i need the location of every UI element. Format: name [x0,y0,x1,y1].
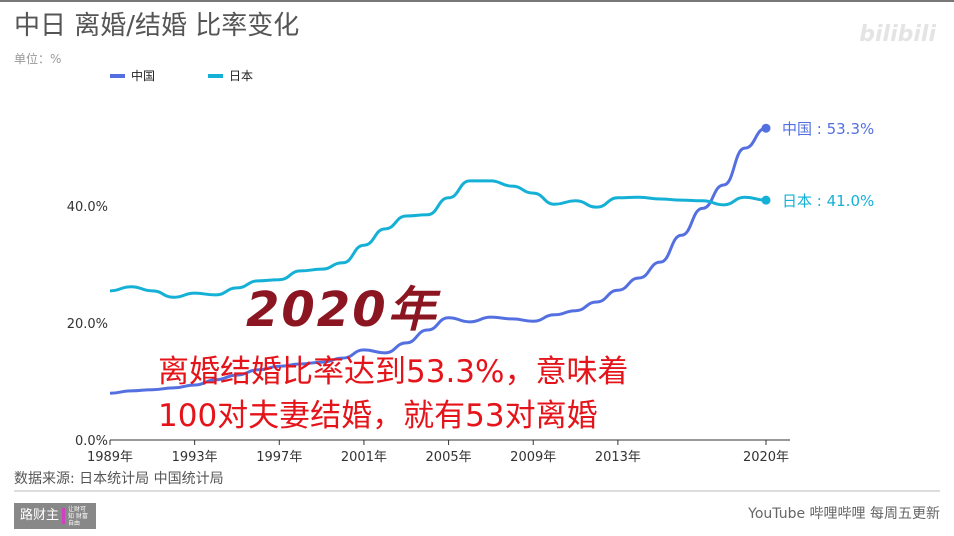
overlay-year: 2020年 [246,282,438,338]
overlay-line-2: 100对夫妻结婚，就有53对离婚 [158,398,598,434]
data-source: 数据来源: 日本统计局 中国统计局 [14,471,224,487]
y-tick-label: 0.0% [75,434,108,449]
unit-label: 单位：% [14,52,62,66]
legend-swatch [110,74,125,78]
x-tick-label: 1997年 [256,450,302,465]
divider [14,490,940,492]
page-title: 中日 离婚/结婚 比率变化 [14,11,300,41]
logo-slogan: 让财可知 财富自由 [68,505,88,527]
legend-label: 中国 [131,69,156,83]
bilibili-watermark: bilibili [859,22,936,47]
x-tick-label: 1989年 [87,450,133,465]
x-tick-label: 2009年 [510,450,556,465]
y-tick-label: 20.0% [67,317,108,332]
x-tick-label: 2020年 [743,450,789,465]
legend-japan[interactable]: 日本 [208,69,253,83]
logo-text: 路财主 [20,508,60,523]
series-line-japan [109,179,767,299]
top-border [0,0,954,2]
overlay-line-1: 离婚结婚比率达到53.3%，意味着 [158,354,629,390]
y-tick-label: 40.0% [67,200,108,215]
x-tick-label: 2001年 [341,450,387,465]
x-tick-label: 2005年 [426,450,472,465]
end-label: 中国 : 53.3% [782,120,874,138]
x-tick-label: 1993年 [172,450,218,465]
legend-china[interactable]: 中国 [110,69,155,83]
legend-label: 日本 [229,69,254,83]
x-tick-label: 2013年 [595,450,641,465]
channel-logo: 路财主 让财可知 财富自由 [14,503,96,529]
end-point [761,195,771,205]
legend-swatch [208,74,223,78]
channel-info: YouTube 哔哩哔哩 每周五更新 [748,506,940,522]
end-point [761,123,771,133]
series-line-china [109,126,767,395]
end-label: 日本 : 41.0% [782,192,874,210]
